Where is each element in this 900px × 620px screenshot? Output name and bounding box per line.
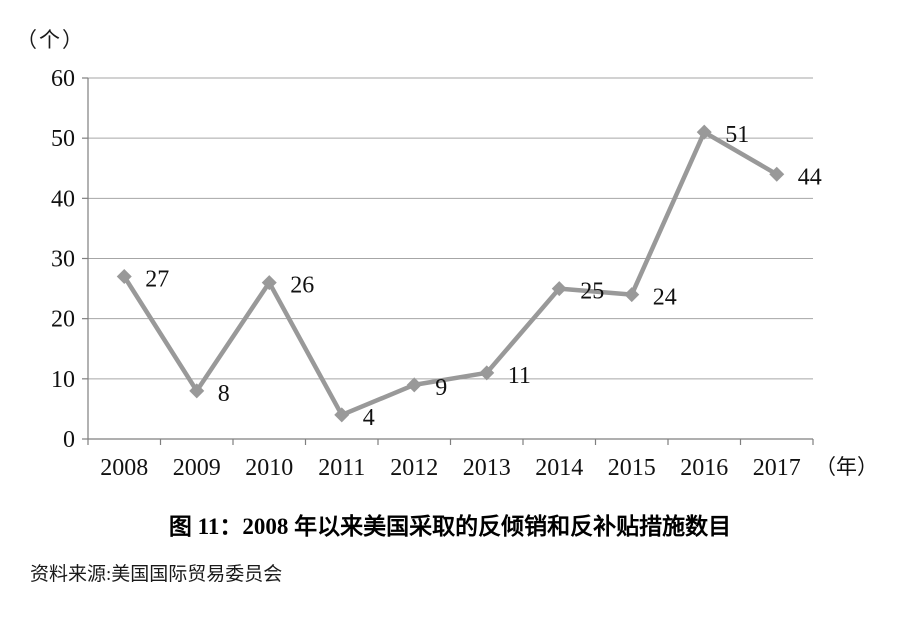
data-point-marker	[334, 407, 350, 423]
y-tick-label: 10	[51, 367, 75, 393]
data-point-marker	[116, 269, 132, 285]
data-line	[122, 129, 779, 418]
data-point-marker	[261, 275, 277, 291]
y-tick-label: 40	[51, 186, 75, 212]
data-label: 8	[218, 381, 230, 407]
x-tick-label: 2010	[245, 455, 293, 481]
data-label: 24	[653, 285, 677, 311]
x-tick-label: 2017	[753, 455, 801, 481]
line-chart-canvas: 0 10 20 30 40 50 60 2008 2009 2010 2011 2012 2013 201…	[51, 66, 878, 481]
data-point-marker	[769, 166, 785, 182]
data-label: 27	[145, 267, 169, 293]
data-point-marker	[551, 281, 567, 297]
data-label: 9	[435, 375, 447, 401]
x-tick-label: 2015	[608, 455, 656, 481]
data-label: 25	[580, 279, 604, 305]
y-tick-label: 30	[51, 247, 75, 273]
y-tick-label: 60	[51, 66, 75, 92]
x-tick-label: 2008	[100, 455, 148, 481]
y-tick-label: 20	[51, 307, 75, 333]
data-point-marker	[696, 124, 712, 140]
x-tick-label: 2012	[390, 455, 438, 481]
data-label: 26	[290, 273, 314, 299]
x-tick-label: 2014	[535, 455, 583, 481]
data-label: 51	[725, 122, 749, 148]
y-axis-unit-label: （个）	[16, 28, 85, 52]
data-point-marker	[406, 377, 422, 393]
data-point-marker	[479, 365, 495, 381]
chart-source: 资料来源:美国国际贸易委员会	[30, 564, 283, 585]
data-point-marker	[189, 383, 205, 399]
chart-title: 图 11：2008 年以来美国采取的反倾销和反补贴措施数目	[168, 514, 732, 539]
data-label: 11	[508, 363, 531, 389]
data-point-marker	[624, 287, 640, 303]
data-label: 4	[363, 405, 375, 431]
x-tick-label: 2013	[463, 455, 511, 481]
y-tick-label: 50	[51, 126, 75, 152]
x-tick-label: 2016	[680, 455, 728, 481]
data-label: 44	[798, 164, 822, 190]
x-tick-label: 2011	[318, 455, 365, 481]
y-tick-label: 0	[63, 427, 75, 453]
x-tick-label: 2009	[173, 455, 221, 481]
x-axis-unit-label: （年）	[815, 455, 878, 479]
